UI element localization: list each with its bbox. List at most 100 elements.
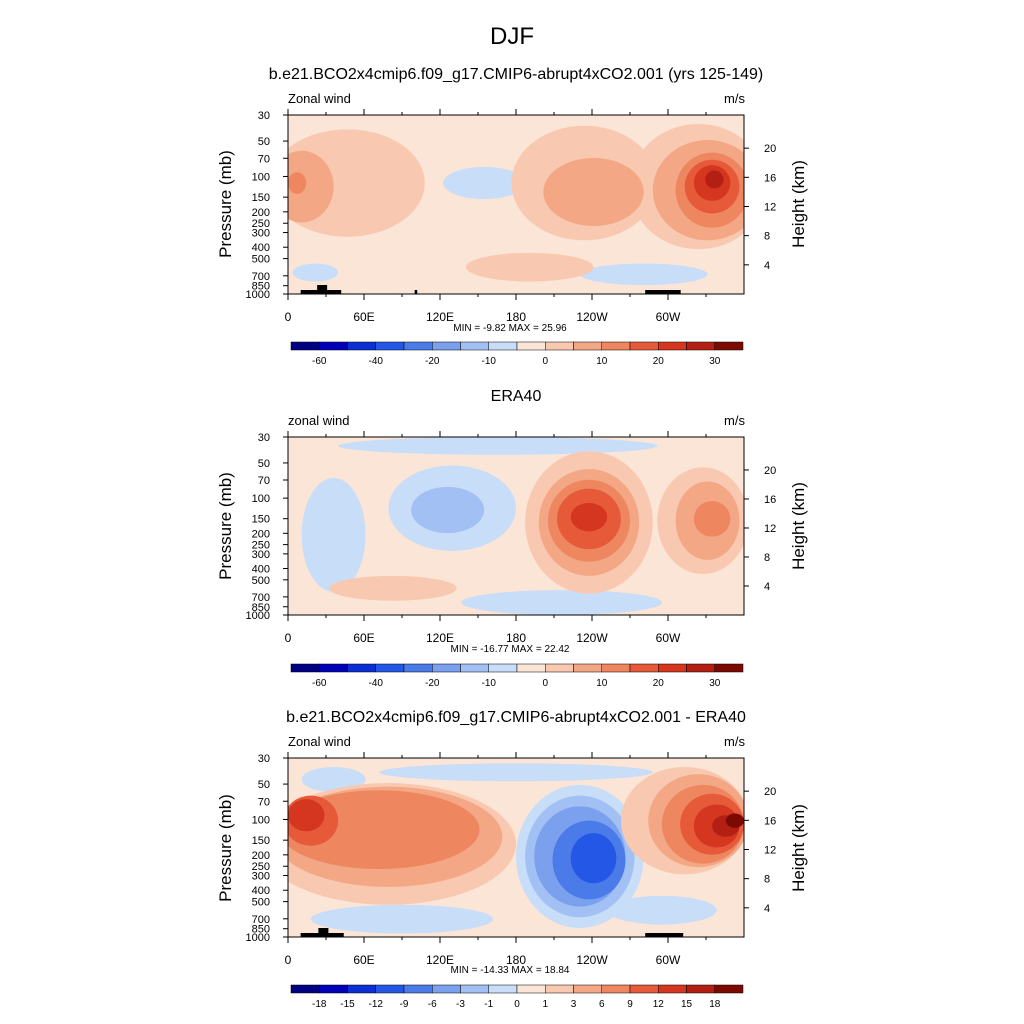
y-tick-label: 70 bbox=[258, 796, 270, 808]
terrain-mask bbox=[645, 933, 684, 937]
colorbar-label: -20 bbox=[425, 356, 440, 367]
y-tick-label: 70 bbox=[258, 475, 270, 487]
colorbar-label: 3 bbox=[571, 999, 577, 1010]
y-tick-label: 400 bbox=[252, 242, 270, 254]
x-tick-label: 120E bbox=[426, 310, 454, 324]
colorbar-swatch bbox=[375, 984, 405, 994]
colorbar-swatch bbox=[319, 663, 348, 673]
colorbar-swatch bbox=[601, 663, 631, 673]
x-tick-label: 120W bbox=[576, 310, 608, 324]
y-tick-label: 200 bbox=[252, 528, 270, 540]
colorbar-swatch bbox=[290, 663, 320, 673]
y-tick-label: 1000 bbox=[246, 610, 270, 622]
colorbar-swatch bbox=[658, 341, 687, 351]
colorbar-label: -18 bbox=[312, 999, 327, 1010]
right-tick-label: 4 bbox=[764, 903, 770, 915]
x-tick-label: 120W bbox=[576, 631, 608, 645]
x-tick-label: 180 bbox=[506, 953, 526, 967]
contour-region bbox=[292, 263, 339, 282]
y-tick-label: 30 bbox=[258, 432, 270, 444]
right-tick-label: 12 bbox=[764, 201, 776, 213]
panel-2-colorbar: -18 -15 -12 -9 -6 -3 -1 0 1 3 6 9 12 15 18 bbox=[290, 984, 744, 1010]
x-tick-label: 120E bbox=[426, 631, 454, 645]
y-tick-label: 1000 bbox=[246, 932, 270, 944]
y-tick-label: 250 bbox=[252, 218, 270, 230]
y-tick-label: 1000 bbox=[246, 289, 270, 301]
contour-region bbox=[570, 833, 617, 884]
contour-region bbox=[379, 763, 653, 782]
panel-0-left-label: Zonal wind bbox=[288, 91, 351, 106]
right-tick-label: 12 bbox=[764, 523, 776, 535]
y-tick-label: 250 bbox=[252, 540, 270, 552]
terrain-mask bbox=[318, 928, 329, 937]
colorbar-label: -10 bbox=[482, 356, 497, 367]
y-tick-label: 300 bbox=[252, 549, 270, 561]
colorbar-label: 10 bbox=[596, 356, 608, 367]
right-tick-label: 16 bbox=[764, 494, 776, 506]
colorbar-swatch bbox=[686, 663, 715, 673]
y-tick-label: 150 bbox=[252, 514, 270, 526]
contour-region bbox=[705, 170, 724, 189]
x-tick-label: 180 bbox=[506, 310, 526, 324]
colorbar-swatch bbox=[319, 984, 348, 994]
right-tick-label: 4 bbox=[764, 260, 770, 272]
y-tick-label: 200 bbox=[252, 850, 270, 862]
panel-2-right-label: m/s bbox=[724, 734, 745, 749]
colorbar-label: 9 bbox=[627, 999, 633, 1010]
contour-region bbox=[329, 575, 457, 601]
colorbar-swatch bbox=[545, 341, 574, 351]
colorbar-swatch bbox=[290, 984, 320, 994]
colorbar-swatch bbox=[432, 984, 461, 994]
panel-2: b.e21.BCO2x4cmip6.f09_g17.CMIP6-abrupt4x… bbox=[216, 709, 808, 1010]
right-tick-label: 20 bbox=[764, 143, 776, 155]
contour-region bbox=[570, 502, 608, 532]
right-tick-label: 8 bbox=[764, 552, 770, 564]
colorbar-swatch bbox=[403, 663, 433, 673]
contour-region bbox=[288, 172, 307, 194]
panel-0: b.e21.BCO2x4cmip6.f09_g17.CMIP6-abrupt4x… bbox=[216, 66, 808, 367]
x-tick-label: 0 bbox=[285, 631, 292, 645]
colorbar-swatch bbox=[545, 984, 574, 994]
y-tick-label: 700 bbox=[252, 592, 270, 604]
colorbar-swatch bbox=[460, 341, 489, 351]
colorbar-swatch bbox=[545, 663, 574, 673]
colorbar-swatch bbox=[460, 984, 489, 994]
colorbar-label: 20 bbox=[653, 356, 665, 367]
x-tick-label: 60W bbox=[656, 310, 681, 324]
contour-region bbox=[579, 263, 708, 286]
x-tick-label: 60W bbox=[656, 953, 681, 967]
y-tick-label: 850 bbox=[252, 281, 270, 293]
right-tick-label: 20 bbox=[764, 465, 776, 477]
right-tick-label: 8 bbox=[764, 874, 770, 886]
y-tick-label: 400 bbox=[252, 563, 270, 575]
colorbar-label: 30 bbox=[709, 678, 721, 689]
colorbar-swatch bbox=[375, 341, 405, 351]
colorbar-swatch bbox=[403, 341, 433, 351]
panel-0-colorbar: -60 -40 -20 -10 0 10 20 30 bbox=[290, 341, 744, 367]
panel-1: ERA40 zonal wind m/s 0 60E 120E 180 120W 60W 3… bbox=[216, 388, 808, 689]
y-tick-label: 30 bbox=[258, 753, 270, 765]
right-tick-label: 16 bbox=[764, 815, 776, 827]
colorbar-label: -15 bbox=[340, 999, 355, 1010]
panel-2-title: b.e21.BCO2x4cmip6.f09_g17.CMIP6-abrupt4x… bbox=[286, 709, 746, 726]
x-tick-label: 120W bbox=[576, 953, 608, 967]
colorbar-swatch bbox=[516, 341, 546, 351]
colorbar-label: 20 bbox=[653, 678, 665, 689]
y-tick-label: 100 bbox=[252, 171, 270, 183]
figure-title: DJF bbox=[490, 23, 534, 50]
right-tick-label: 4 bbox=[764, 581, 770, 593]
panel-1-colorbar: -60 -40 -20 -10 0 10 20 30 bbox=[290, 663, 744, 689]
y-tick-label: 400 bbox=[252, 885, 270, 897]
right-tick-label: 20 bbox=[764, 786, 776, 798]
panel-2-right-axis-title: Height (km) bbox=[789, 804, 808, 892]
x-tick-label: 120E bbox=[426, 953, 454, 967]
y-tick-label: 100 bbox=[252, 493, 270, 505]
panel-2-y-axis-title: Pressure (mb) bbox=[216, 794, 235, 902]
colorbar-label: 15 bbox=[681, 999, 693, 1010]
colorbar-label: -9 bbox=[400, 999, 409, 1010]
y-tick-label: 250 bbox=[252, 861, 270, 873]
y-tick-label: 300 bbox=[252, 871, 270, 883]
y-tick-label: 500 bbox=[252, 897, 270, 909]
contour-region bbox=[288, 799, 325, 832]
colorbar-label: -40 bbox=[369, 356, 384, 367]
